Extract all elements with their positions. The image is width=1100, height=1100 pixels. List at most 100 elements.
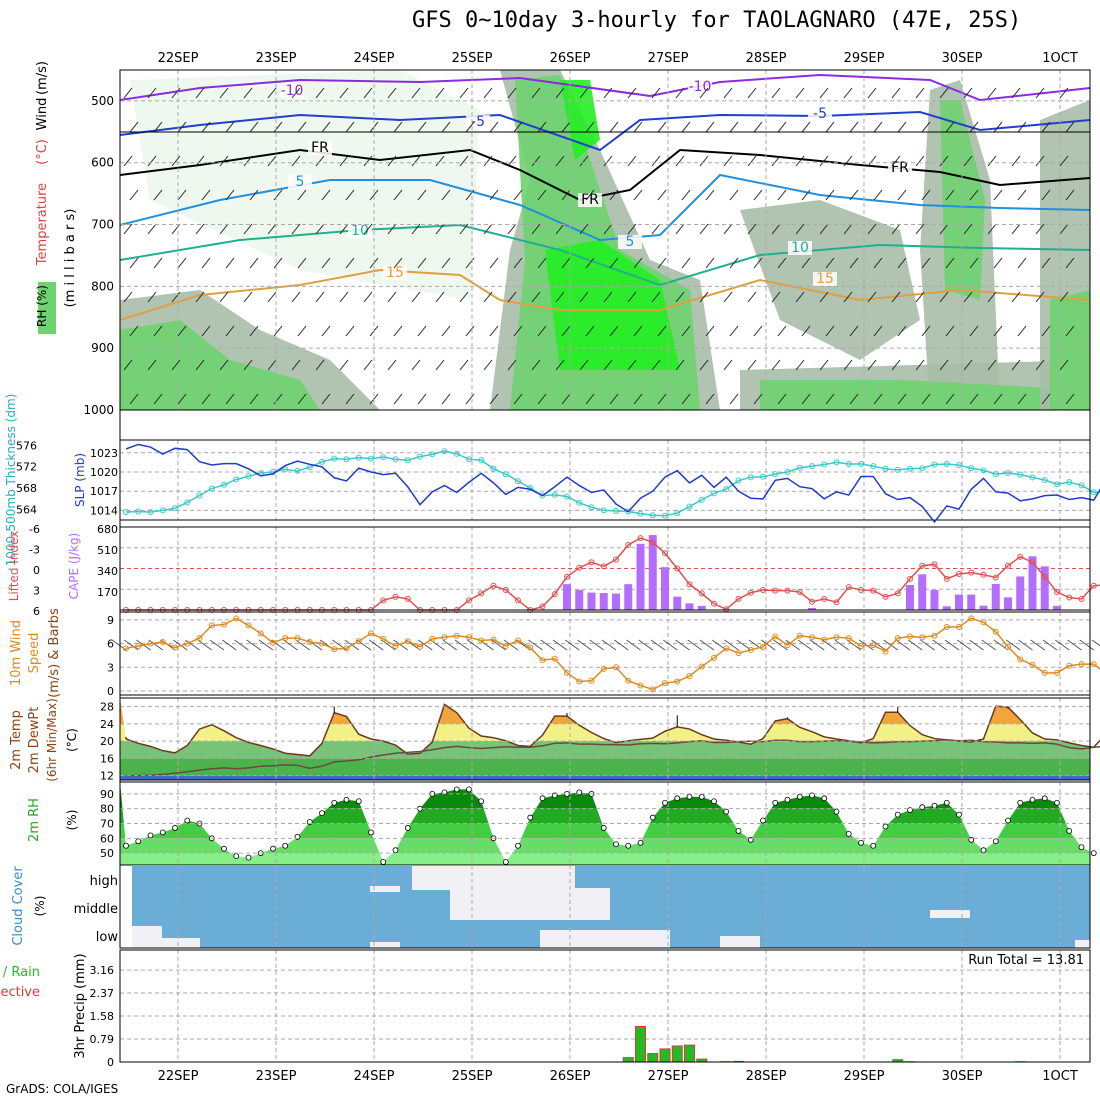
lifted-index-point [833,599,840,606]
surface-wind-barb [1030,639,1046,651]
wind-barb [321,257,331,269]
surface-wind-barb [270,639,286,651]
slp-tick-label: 1020 [90,466,118,479]
wind-barb [795,291,805,303]
cape-bar [624,584,633,610]
cloud-level-label: high [90,874,118,889]
rh-point [453,786,460,793]
surface-wind-barb [368,639,384,651]
wind-barb [465,189,475,201]
cloud-patch [450,866,575,890]
thickness-point [355,454,362,461]
surface-wind-barb [417,639,433,651]
wind-barb [201,257,211,269]
wind-speed-point [282,635,289,642]
thickness-point [809,463,815,470]
wind-speed-point [478,637,485,644]
wind-barb [867,223,877,235]
wind-barb [441,121,451,133]
pressure-tick-label: 900 [91,341,114,355]
wind-barb [819,291,829,303]
lifted-index-point [674,565,681,572]
upper-air-wind-unit-label: (m/s) [35,61,50,95]
wind-barb [777,189,787,201]
wind-barb [123,87,133,99]
lifted-index-point [992,574,999,581]
thickness-point [600,507,607,514]
precip-bar [671,1045,683,1063]
wind-barb [939,291,949,303]
thickness-point [735,477,742,484]
wind-barb [777,257,787,269]
wind-barb [585,257,595,269]
wind-speed-point [833,634,840,641]
wind-barb [555,359,565,371]
surface-wind-barb [626,639,641,651]
wind-speed-point [527,644,534,651]
wind-barb [609,121,619,133]
wind-barb [315,87,325,99]
thickness-point [172,505,178,512]
lifted-index-point [711,600,717,607]
lifted-index-point [662,550,668,557]
thickness-point [196,492,203,499]
wind-barb [939,155,949,167]
wind-barb [939,223,949,235]
cape-bar [979,605,988,610]
wind-barb [585,189,595,201]
wind-barb [291,359,301,371]
cape-bar [906,584,914,610]
x-tick-label-bottom: 26SEP [550,1069,591,1084]
wind-barb [1017,325,1027,337]
wind-barb [363,223,373,235]
wind-barb [633,393,643,405]
thickness-point [502,471,509,478]
wind-barb [915,223,925,235]
x-tick-label-bottom: 24SEP [354,1069,395,1084]
wind-barb [771,291,781,303]
wind-barb [345,325,355,337]
wind-barb [201,121,211,133]
cape-bar [612,593,620,610]
wind-barb [705,393,715,405]
li-tick-label: 3 [33,585,40,598]
surface-wind-barb [197,639,213,651]
wind-barb [249,189,259,201]
wind-axis-label-3: (m/s) & Barbs [47,608,62,698]
wind-barb [891,87,901,99]
wind-barb [585,393,595,405]
thickness-point [1054,481,1060,488]
wind-barb [633,325,643,337]
x-tick-label-top: 1OCT [1042,51,1078,66]
rh-point [539,795,546,802]
wind-barb [609,257,619,269]
lifted-index-point [809,598,815,605]
surface-wind-barb [185,639,200,651]
wind-barb [153,257,163,269]
wind-barb [897,325,907,337]
cape-bar [648,535,657,610]
surface-wind-barb [564,639,580,651]
wind-barb [513,189,523,201]
wind-barb [225,189,235,201]
wind-speed-point [919,634,926,641]
rh-point [870,842,877,849]
rh-point [698,793,705,800]
rh-point [931,802,938,809]
wind-barb [411,359,421,371]
lifted-index-point [931,561,938,568]
wind-barb [795,223,805,235]
thickness-point [821,461,828,468]
lifted-index-point [943,575,950,582]
wind-barb [1011,359,1021,371]
lifted-index-point [1017,553,1024,560]
cloud-axis-unit: (%) [33,896,47,917]
wind-speed-point [625,677,632,684]
wind-barb [1011,291,1021,303]
rh-point [723,808,730,815]
cloud-patch [160,938,200,948]
wind-barb [561,189,571,201]
wind-barb [843,291,853,303]
wind-barb [939,359,949,371]
wind-barb [987,291,997,303]
